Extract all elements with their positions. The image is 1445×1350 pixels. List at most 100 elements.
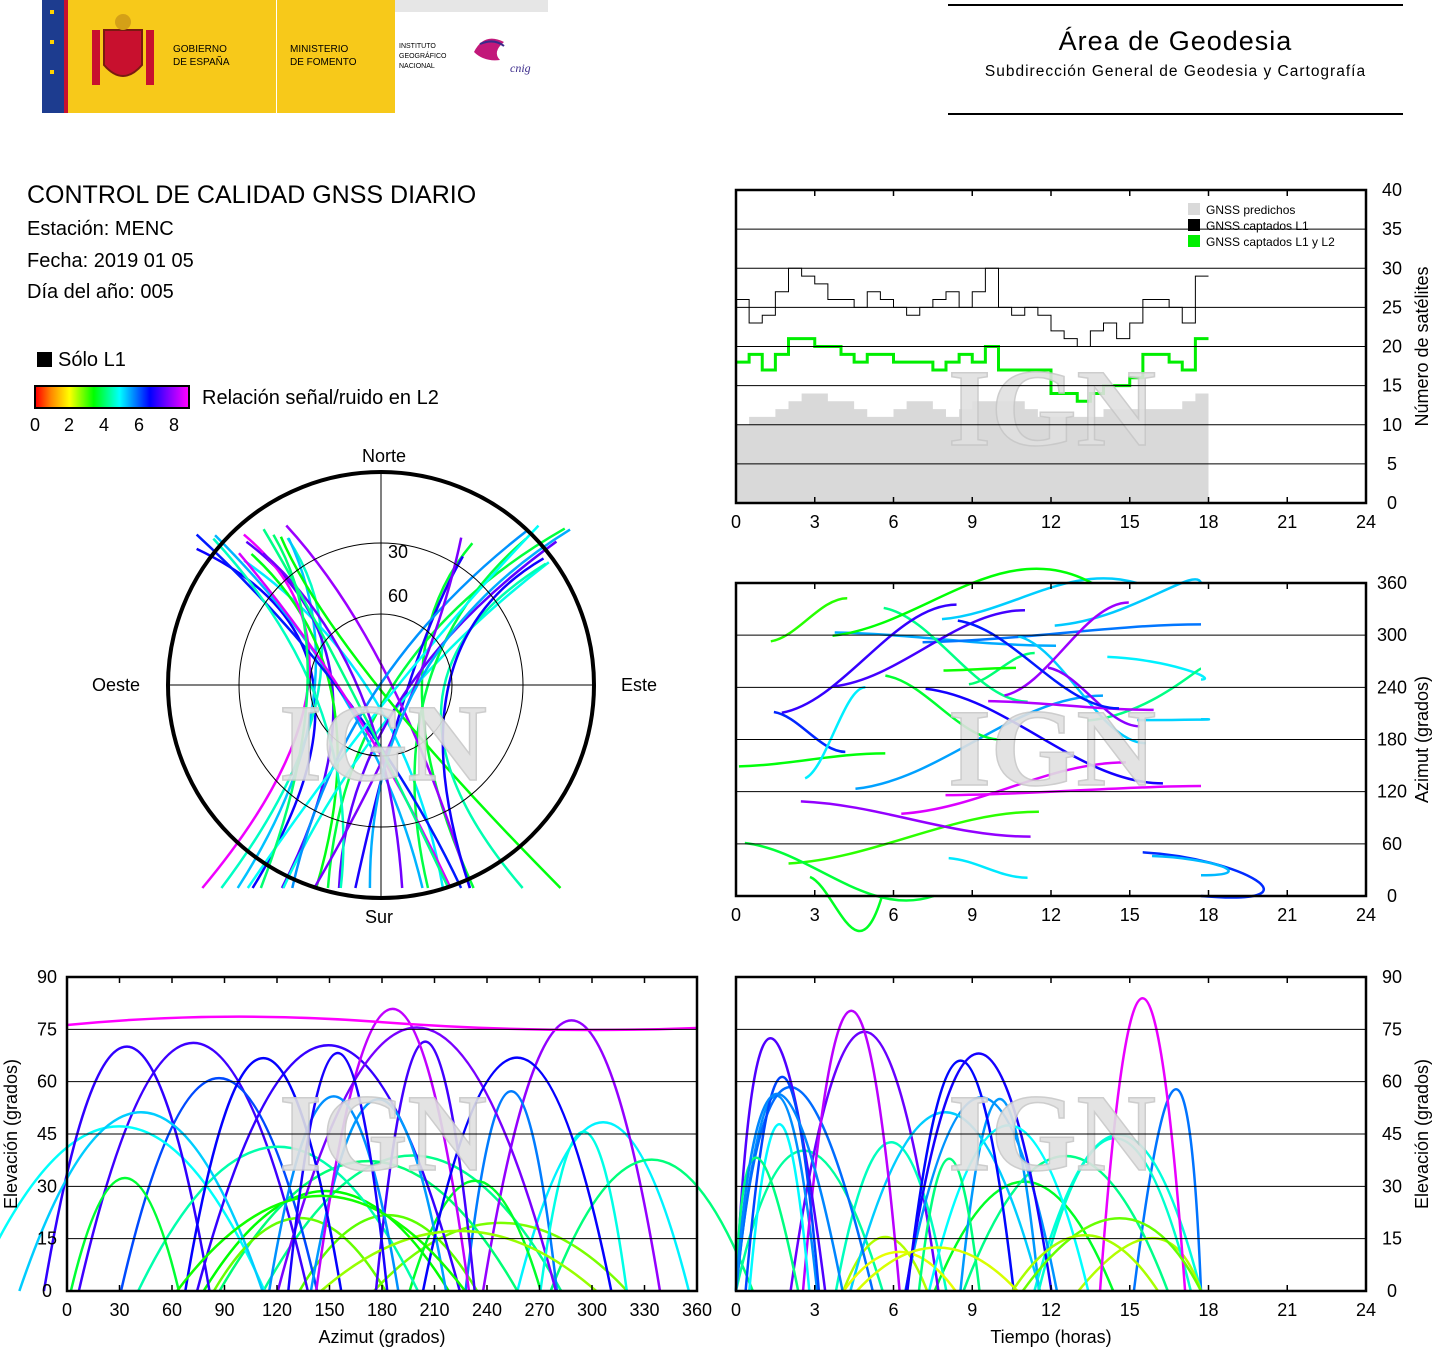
elevation-time-chart: 0 3 6 9 12 15 18 21 24 0 15 30 45 60 75 90 Elevación (gr… <box>731 967 1432 1347</box>
x-tick-label: 6 <box>888 1300 898 1320</box>
x-tick-label: 150 <box>314 1300 344 1320</box>
satellite-legend: GNSS predichos GNSS captados L1 GNSS capta… <box>1188 203 1335 249</box>
x-tick-label: 30 <box>109 1300 129 1320</box>
satellite-track <box>959 1097 1041 1292</box>
x-tick-label: 300 <box>577 1300 607 1320</box>
satellite-track <box>539 1130 629 1292</box>
y-tick-label: 0 <box>42 1281 52 1301</box>
min-line1: MINISTERIO <box>290 44 349 55</box>
satellite-track <box>421 1056 613 1292</box>
snr-tick: 0 <box>30 415 41 435</box>
satellite-track <box>276 1026 558 1292</box>
x-tick-label: 15 <box>1120 905 1140 925</box>
satellite-track <box>744 841 935 902</box>
y-tick-label: 10 <box>1382 415 1402 435</box>
satellite-track <box>549 1158 754 1292</box>
x-tick-label: 3 <box>810 512 820 532</box>
x-tick-label: 18 <box>1198 905 1218 925</box>
x-tick-label: 12 <box>1041 905 1061 925</box>
satellite-track <box>373 1221 629 1292</box>
satellite-track <box>516 1121 691 1292</box>
y-tick-label: 360 <box>1377 573 1407 593</box>
satellite-track <box>18 1111 264 1292</box>
snr-tick: 8 <box>169 415 180 435</box>
legend-entry: GNSS predichos <box>1206 203 1295 217</box>
elevation-azimuth-chart: 0 30 60 90 120 150 180 210 240 270 300 330 360 0 15 30 4… <box>1 967 712 1347</box>
satellite-track <box>834 631 1057 647</box>
ign-watermark: IGN <box>948 347 1156 469</box>
satellite-track <box>439 562 547 889</box>
satellite-track <box>948 856 1028 880</box>
skyplot-chart: 30 60 Norte Sur Este Oeste <box>92 446 657 927</box>
satellite-track <box>238 552 452 889</box>
satellite-track <box>849 1111 1042 1292</box>
y-tick-label: 15 <box>1382 1229 1402 1249</box>
satellite-track <box>906 1059 1015 1292</box>
date-label: Fecha: 2019 01 05 <box>27 250 194 272</box>
x-tick-label: 24 <box>1356 905 1376 925</box>
direction-north: Norte <box>362 446 406 466</box>
y-tick-label: 0 <box>1387 1281 1397 1301</box>
satellite-track <box>800 800 1031 838</box>
ign-watermark: IGN <box>279 1072 487 1194</box>
legend-swatch <box>1188 235 1200 247</box>
l1-only-label: Sólo L1 <box>58 349 126 371</box>
y-tick-label: 60 <box>1382 1072 1402 1092</box>
satellite-track <box>291 528 529 889</box>
ign-watermark: IGN <box>948 687 1156 809</box>
satellite-track <box>962 1154 1169 1292</box>
satellite-track <box>202 1189 450 1292</box>
x-tick-label: 18 <box>1198 1300 1218 1320</box>
satellite-track <box>267 1095 400 1292</box>
satellite-count-data <box>736 267 1209 503</box>
direction-west: Oeste <box>92 675 140 695</box>
x-tick-label: 18 <box>1198 512 1218 532</box>
satellite-track <box>809 875 884 933</box>
x-axis-label: Azimut (grados) <box>318 1327 445 1347</box>
gov-line1: GOBIERNO <box>173 44 227 55</box>
satellite-track <box>957 619 1119 710</box>
y-tick-label: 45 <box>1382 1124 1402 1144</box>
satellite-track <box>176 1194 467 1292</box>
azimuth-time-tracks <box>738 567 1265 933</box>
satellite-track <box>734 1092 844 1292</box>
y-axis-label: Número de satélites <box>1412 266 1432 426</box>
x-tick-label: 360 <box>682 1300 712 1320</box>
satellite-track <box>842 1235 929 1292</box>
satellite-track <box>368 528 571 889</box>
direction-south: Sur <box>365 907 393 927</box>
y-tick-label: 0 <box>1387 886 1397 906</box>
x-tick-label: 15 <box>1120 512 1140 532</box>
satellite-track <box>917 1157 981 1292</box>
satellite-track <box>250 553 339 889</box>
y-tick-label: 45 <box>37 1124 57 1144</box>
y-tick-label: 75 <box>1382 1019 1402 1039</box>
satellite-track <box>842 1250 957 1292</box>
ign-watermark: IGN <box>948 1072 1156 1194</box>
x-tick-label: 60 <box>162 1300 182 1320</box>
institution-logos: GOBIERNO DE ESPAÑA MINISTERIO DE FOMENTO… <box>42 0 548 113</box>
x-tick-label: 240 <box>472 1300 502 1320</box>
satellite-track <box>1047 666 1140 728</box>
snr-colorbar-label: Relación señal/ruido en L2 <box>202 387 439 409</box>
ign-watermark: IGN <box>279 682 487 804</box>
y-tick-label: 30 <box>1382 1176 1402 1196</box>
satellite-track <box>734 1037 827 1292</box>
x-tick-label: 9 <box>967 905 977 925</box>
satellite-track <box>855 1246 1019 1292</box>
satellite-track <box>1098 997 1187 1292</box>
satellite-track <box>744 1076 821 1292</box>
series-area-predicted <box>736 393 1209 503</box>
cnig-text: cnig <box>510 61 531 75</box>
satellite-track <box>1054 578 1203 627</box>
satellite-track <box>941 577 1137 621</box>
satellite-track <box>66 1015 698 1032</box>
x-tick-label: 12 <box>1041 1300 1061 1320</box>
satellite-track <box>214 534 424 889</box>
elevation-azimuth-tracks <box>0 1007 754 1292</box>
legend-entry: GNSS captados L1 <box>1206 219 1309 233</box>
satellite-track <box>734 1156 800 1292</box>
snr-tick: 4 <box>99 415 110 435</box>
